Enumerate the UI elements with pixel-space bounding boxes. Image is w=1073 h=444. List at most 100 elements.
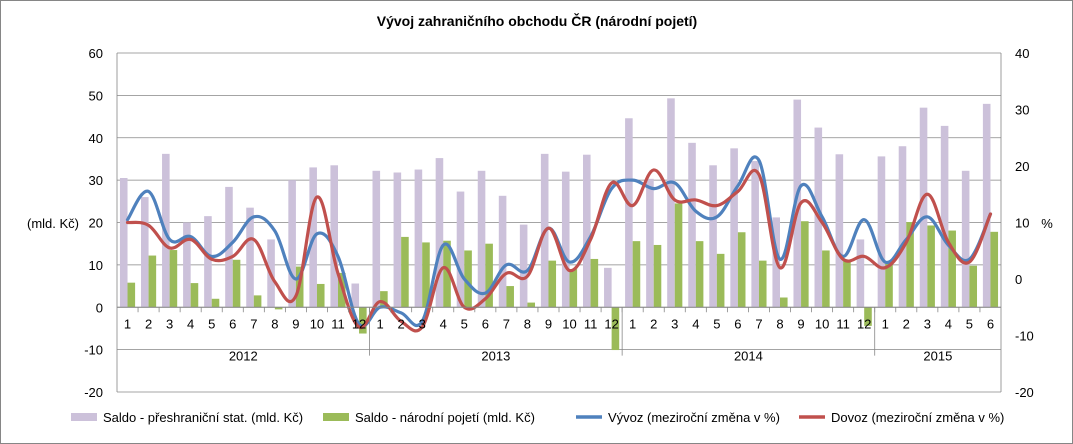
x-tick-label: 4 bbox=[945, 316, 952, 331]
x-tick-label: 1 bbox=[376, 316, 383, 331]
bar-saldo-preshranicni bbox=[393, 172, 402, 308]
bar-saldo-preshranicni bbox=[625, 118, 633, 308]
bar-saldo-preshranicni bbox=[351, 283, 360, 308]
bar-saldo-preshranicni bbox=[961, 170, 970, 308]
x-tick-label: 3 bbox=[166, 316, 173, 331]
bar-saldo-narodni bbox=[611, 307, 620, 351]
legend-swatch bbox=[323, 413, 349, 421]
bar-saldo-narodni bbox=[443, 240, 451, 308]
bar-saldo-preshranicni bbox=[288, 180, 296, 308]
bar-saldo-preshranicni bbox=[372, 170, 381, 308]
bar-saldo-narodni bbox=[169, 250, 178, 308]
bar-saldo-narodni bbox=[822, 250, 830, 308]
bar-saldo-narodni bbox=[780, 297, 788, 308]
bar-saldo-preshranicni bbox=[604, 267, 612, 308]
x-tick-label: 6 bbox=[734, 316, 741, 331]
bar-saldo-narodni bbox=[464, 250, 472, 308]
bar-saldo-narodni bbox=[632, 241, 641, 308]
y-axis-left: -20 -10 0 10 20 30 40 50 60 bbox=[84, 46, 103, 400]
bar-saldo-narodni bbox=[232, 259, 241, 308]
bar-saldo-narodni bbox=[506, 286, 514, 308]
x-tick-label: 10 bbox=[310, 316, 324, 331]
bar-saldo-preshranicni bbox=[730, 148, 738, 308]
x-tick-label: 9 bbox=[545, 316, 552, 331]
bar-saldo-narodni bbox=[211, 298, 220, 308]
bar-saldo-preshranicni bbox=[456, 191, 465, 308]
x-tick-label: 7 bbox=[250, 316, 257, 331]
bar-saldo-narodni bbox=[422, 242, 430, 308]
y-axis-right-label: % bbox=[1041, 216, 1053, 231]
line-dovoz bbox=[125, 168, 993, 333]
y-right-tick-label: 20 bbox=[1015, 159, 1029, 174]
bar-saldo-preshranicni bbox=[688, 142, 696, 308]
bar-saldo-preshranicni bbox=[330, 165, 338, 308]
bar-saldo-narodni bbox=[569, 269, 578, 308]
y-right-tick-label: 30 bbox=[1015, 103, 1029, 118]
x-axis: 1 2 3 4 5 6 7 8 9 10 11 12 1 2 3 4 5 6 7 8 9 10 11 12 1 2 3 4 5 6 7 8 9 1… bbox=[117, 306, 1001, 363]
bar-saldo-narodni bbox=[127, 282, 136, 308]
x-tick-label: 6 bbox=[229, 316, 236, 331]
x-tick-label: 12 bbox=[604, 316, 618, 331]
y-axis-left-label: (mld. Kč) bbox=[27, 216, 79, 231]
bar-saldo-narodni bbox=[380, 291, 388, 308]
bar-saldo-narodni bbox=[969, 265, 978, 308]
x-tick-label: 4 bbox=[692, 316, 699, 331]
bar-saldo-preshranicni bbox=[835, 154, 844, 308]
bar-series bbox=[119, 98, 999, 351]
bar-saldo-narodni bbox=[843, 260, 851, 308]
bar-saldo-narodni bbox=[653, 244, 662, 308]
x-tick-label: 5 bbox=[966, 316, 973, 331]
bar-saldo-narodni bbox=[990, 231, 999, 308]
bar-saldo-preshranicni bbox=[982, 103, 991, 308]
x-tick-label: 2 bbox=[145, 316, 152, 331]
bar-saldo-narodni bbox=[927, 225, 935, 308]
bar-saldo-preshranicni bbox=[582, 154, 591, 308]
y-left-tick-label: -20 bbox=[84, 385, 103, 400]
legend-label: Saldo - přeshraniční stat. (mld. Kč) bbox=[103, 410, 303, 425]
year-label: 2014 bbox=[734, 348, 763, 363]
bar-saldo-preshranicni bbox=[477, 170, 486, 308]
x-tick-label: 7 bbox=[503, 316, 510, 331]
x-tick-label: 12 bbox=[352, 316, 366, 331]
bar-saldo-preshranicni bbox=[435, 158, 444, 308]
bar-saldo-preshranicni bbox=[119, 178, 128, 308]
x-tick-label: 1 bbox=[882, 316, 889, 331]
x-tick-label: 3 bbox=[419, 316, 426, 331]
y-left-tick-label: 50 bbox=[89, 88, 103, 103]
x-tick-label: 2 bbox=[398, 316, 405, 331]
bar-saldo-narodni bbox=[737, 232, 746, 308]
bar-saldo-narodni bbox=[590, 258, 599, 308]
bar-saldo-narodni bbox=[885, 263, 893, 308]
legend-label: Vývoz (meziroční změna v %) bbox=[608, 410, 780, 425]
year-label: 2015 bbox=[923, 348, 952, 363]
bar-saldo-narodni bbox=[485, 243, 493, 308]
bar-saldo-narodni bbox=[906, 222, 914, 308]
bar-saldo-preshranicni bbox=[519, 224, 528, 308]
bar-saldo-narodni bbox=[527, 302, 536, 308]
bar-saldo-preshranicni bbox=[919, 107, 928, 308]
bar-saldo-narodni bbox=[801, 221, 809, 308]
x-tick-label: 1 bbox=[629, 316, 636, 331]
x-tick-label: 5 bbox=[713, 316, 720, 331]
bar-saldo-preshranicni bbox=[793, 99, 802, 308]
y-right-tick-label: -10 bbox=[1015, 329, 1034, 344]
bar-saldo-narodni bbox=[758, 260, 767, 308]
bar-saldo-preshranicni bbox=[414, 169, 423, 308]
chart-title: Vývoj zahraničního obchodu ČR (národní p… bbox=[377, 12, 697, 29]
x-tick-label: 3 bbox=[924, 316, 931, 331]
year-label: 2012 bbox=[229, 348, 258, 363]
bar-saldo-narodni bbox=[695, 241, 704, 308]
bar-saldo-narodni bbox=[316, 283, 325, 308]
bar-saldo-narodni bbox=[359, 307, 367, 334]
x-tick-label: 6 bbox=[482, 316, 489, 331]
bar-saldo-preshranicni bbox=[709, 165, 717, 308]
bar-saldo-narodni bbox=[548, 260, 557, 308]
y-left-tick-label: 60 bbox=[89, 46, 103, 61]
bar-saldo-preshranicni bbox=[646, 178, 654, 308]
legend-label: Saldo - národní pojetí (mld. Kč) bbox=[355, 410, 535, 425]
x-tick-label: 5 bbox=[208, 316, 215, 331]
y-left-tick-label: -10 bbox=[84, 343, 103, 358]
bar-saldo-preshranicni bbox=[498, 195, 507, 308]
